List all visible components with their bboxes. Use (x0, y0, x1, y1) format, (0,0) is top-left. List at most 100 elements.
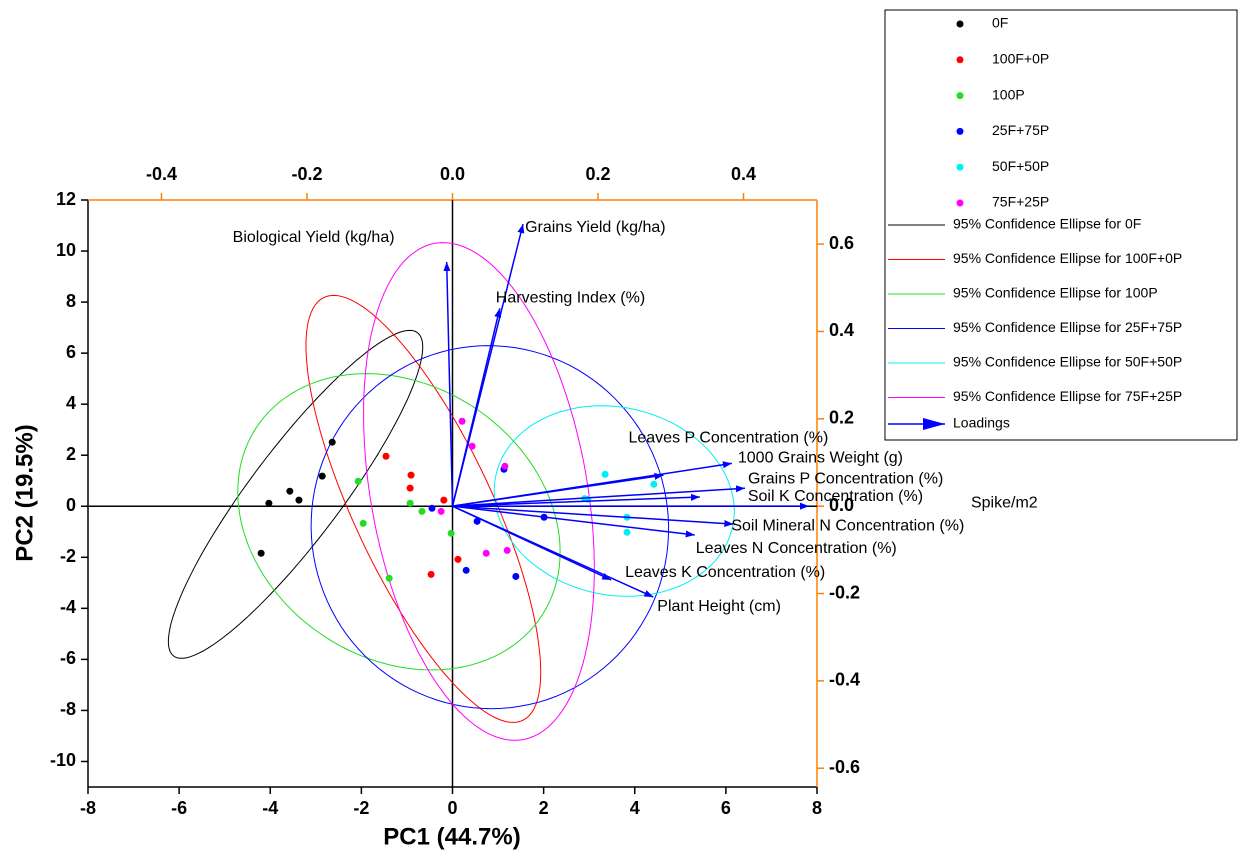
legend-label: 25F+75P (992, 122, 1049, 138)
legend-label: 95% Confidence Ellipse for 100F+0P (953, 250, 1182, 266)
y2-tick-label: 0.2 (829, 408, 854, 428)
y2-tick-label: -0.6 (829, 757, 860, 777)
loading-label: Leaves N Concentration (%) (696, 540, 897, 557)
loading-label: Harvesting Index (%) (496, 290, 645, 307)
legend-label: 0F (992, 15, 1008, 31)
score-point (406, 499, 414, 507)
loading-label: Leaves K Concentration (%) (625, 564, 825, 581)
x-tick-label: -6 (171, 798, 187, 818)
legend-label: 50F+50P (992, 158, 1049, 174)
score-point (503, 546, 511, 554)
score-point (406, 484, 414, 492)
score-point (427, 570, 435, 578)
loading-label: Biological Yield (kg/ha) (233, 229, 395, 246)
score-point (295, 496, 303, 504)
y-axis-title: PC2 (19.5%) (11, 424, 38, 561)
loading-arrow (452, 505, 654, 598)
loading-arrow (452, 461, 732, 507)
score-point (418, 507, 426, 515)
score-point (354, 477, 362, 485)
score-point (454, 555, 462, 563)
loading-label: Soil Mineral N Concentration (%) (731, 517, 964, 534)
legend-marker (956, 56, 964, 64)
legend-marker (956, 20, 964, 28)
x-tick-label: -8 (80, 798, 96, 818)
x2-tick-label: 0.4 (731, 164, 756, 184)
x2-tick-label: -0.4 (146, 164, 177, 184)
legend-label: Loadings (953, 415, 1010, 431)
score-point (385, 574, 393, 582)
confidence-ellipse (305, 294, 542, 723)
score-point (623, 528, 631, 536)
loading-arrow (452, 493, 700, 507)
loading-label: Leaves P Concentration (%) (628, 429, 828, 446)
y2-tick-label: 0.6 (829, 233, 854, 253)
y-tick-label: 0 (66, 495, 76, 515)
score-point (512, 572, 520, 580)
legend-label: 95% Confidence Ellipse for 75F+25P (953, 388, 1182, 404)
score-point (473, 517, 481, 525)
score-point (601, 470, 609, 478)
score-point (382, 452, 390, 460)
legend-label: 95% Confidence Ellipse for 0F (953, 216, 1141, 232)
confidence-ellipse (167, 329, 424, 659)
x-tick-label: 4 (630, 798, 640, 818)
x-tick-label: -2 (353, 798, 369, 818)
score-point (286, 487, 294, 495)
confidence-ellipse (363, 242, 595, 741)
loading-label: Spike/m2 (971, 494, 1038, 511)
loading-label: 1000 Grains Weight (g) (738, 450, 903, 467)
score-point (440, 496, 448, 504)
loading-arrow (451, 308, 502, 507)
loading-label: Grains P Concentration (%) (748, 470, 943, 487)
score-point (407, 471, 415, 479)
loading-label: Soil K Concentration (%) (748, 488, 923, 505)
loading-label: Plant Height (cm) (657, 598, 781, 615)
legend-label: 95% Confidence Ellipse for 100P (953, 285, 1158, 301)
y-tick-label: -10 (50, 750, 76, 770)
y-tick-label: 6 (66, 342, 76, 362)
score-point (318, 472, 326, 480)
score-point (428, 504, 436, 512)
score-point (462, 566, 470, 574)
legend-label: 95% Confidence Ellipse for 25F+75P (953, 319, 1182, 335)
x2-tick-label: 0.2 (585, 164, 610, 184)
score-point (458, 417, 466, 425)
y-tick-label: 4 (66, 393, 76, 413)
score-point (468, 442, 476, 450)
loading-label: Grains Yield (kg/ha) (525, 219, 666, 236)
legend-marker (956, 163, 964, 171)
legend-label: 100F+0P (992, 51, 1049, 67)
score-point (257, 549, 265, 557)
x-tick-label: 2 (539, 798, 549, 818)
x-tick-label: -4 (262, 798, 278, 818)
x2-tick-label: -0.2 (291, 164, 322, 184)
confidence-ellipse (237, 373, 561, 671)
y-tick-label: 12 (56, 189, 76, 209)
loading-arrow (443, 262, 454, 507)
x-tick-label: 8 (812, 798, 822, 818)
legend-marker (956, 92, 964, 100)
loading-arrow (452, 505, 695, 538)
x-tick-label: 0 (447, 798, 457, 818)
y-tick-label: 10 (56, 240, 76, 260)
y2-tick-label: 0.4 (829, 320, 854, 340)
score-point (482, 549, 490, 557)
y-tick-label: 8 (66, 291, 76, 311)
score-point (447, 529, 455, 537)
y2-tick-label: -0.2 (829, 582, 860, 602)
loading-arrow (452, 485, 746, 507)
y-tick-label: -4 (60, 597, 76, 617)
x-tick-label: 6 (721, 798, 731, 818)
legend-label: 95% Confidence Ellipse for 50F+50P (953, 354, 1182, 370)
score-point (501, 462, 509, 470)
legend-marker (956, 127, 964, 135)
score-point (359, 519, 367, 527)
y-tick-label: -6 (60, 648, 76, 668)
confidence-ellipse (310, 345, 670, 710)
legend-marker (956, 199, 964, 207)
legend-label: 75F+25P (992, 194, 1049, 210)
score-point (437, 507, 445, 515)
y-tick-label: -8 (60, 699, 76, 719)
